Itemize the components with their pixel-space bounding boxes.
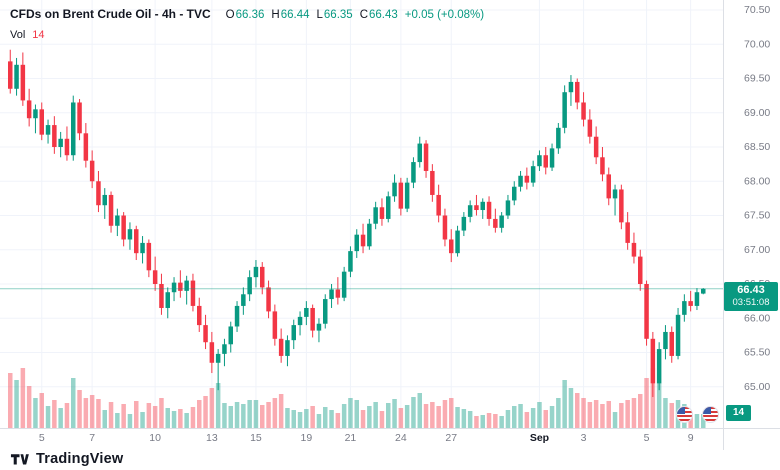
tradingview-logo-icon bbox=[10, 453, 29, 464]
volume-label[interactable]: Vol bbox=[10, 29, 26, 41]
tradingview-logo-text: TradingView bbox=[36, 451, 124, 467]
svg-text:13: 13 bbox=[206, 432, 218, 444]
economic-event-flag-icon[interactable] bbox=[676, 406, 693, 423]
svg-text:Sep: Sep bbox=[530, 432, 549, 444]
legend-row-volume: Vol 14 bbox=[10, 29, 484, 42]
svg-text:70.50: 70.50 bbox=[744, 4, 770, 16]
volume-value: 14 bbox=[32, 29, 45, 41]
svg-text:5: 5 bbox=[39, 432, 45, 444]
svg-text:3: 3 bbox=[581, 432, 587, 444]
svg-text:7: 7 bbox=[89, 432, 95, 444]
tradingview-logo[interactable]: TradingView bbox=[10, 451, 123, 467]
low-label: L bbox=[316, 9, 323, 21]
change-value: +0.05 (+0.08%) bbox=[404, 9, 485, 21]
last-price-badge[interactable]: 66.43 03:51:08 bbox=[724, 281, 778, 311]
svg-text:69.50: 69.50 bbox=[744, 73, 770, 85]
close-value: 66.43 bbox=[369, 9, 398, 21]
svg-text:68.50: 68.50 bbox=[744, 141, 770, 153]
svg-text:5: 5 bbox=[644, 432, 650, 444]
last-price-value: 66.43 bbox=[737, 283, 765, 296]
svg-text:9: 9 bbox=[688, 432, 694, 444]
svg-text:24: 24 bbox=[395, 432, 407, 444]
low-value: 66.35 bbox=[323, 9, 353, 21]
economic-events-row bbox=[676, 406, 719, 423]
svg-text:68.00: 68.00 bbox=[744, 175, 770, 187]
svg-text:65.50: 65.50 bbox=[744, 347, 770, 359]
svg-text:66.00: 66.00 bbox=[744, 312, 770, 324]
legend-row-ohlc: CFDs on Brent Crude Oil - 4h - TVC O66.36… bbox=[10, 7, 484, 22]
svg-text:67.00: 67.00 bbox=[744, 244, 770, 256]
symbol-title[interactable]: CFDs on Brent Crude Oil - 4h - TVC bbox=[10, 7, 211, 21]
economic-event-flag-icon[interactable] bbox=[702, 406, 719, 423]
svg-text:10: 10 bbox=[149, 432, 161, 444]
symbol-legend: CFDs on Brent Crude Oil - 4h - TVC O66.36… bbox=[10, 7, 484, 42]
svg-text:21: 21 bbox=[345, 432, 357, 444]
svg-text:19: 19 bbox=[301, 432, 313, 444]
bar-countdown: 03:51:08 bbox=[732, 296, 770, 308]
open-value: 66.36 bbox=[235, 9, 265, 21]
svg-text:70.00: 70.00 bbox=[744, 38, 770, 50]
svg-text:69.00: 69.00 bbox=[744, 107, 770, 119]
high-label: H bbox=[271, 9, 280, 21]
volume-axis-badge: 14 bbox=[726, 405, 752, 421]
high-value: 66.44 bbox=[280, 9, 310, 21]
svg-text:67.50: 67.50 bbox=[744, 210, 770, 222]
close-label: C bbox=[359, 9, 368, 21]
open-label: O bbox=[225, 9, 235, 21]
svg-text:15: 15 bbox=[250, 432, 262, 444]
svg-text:27: 27 bbox=[445, 432, 457, 444]
svg-text:65.00: 65.00 bbox=[744, 381, 770, 393]
